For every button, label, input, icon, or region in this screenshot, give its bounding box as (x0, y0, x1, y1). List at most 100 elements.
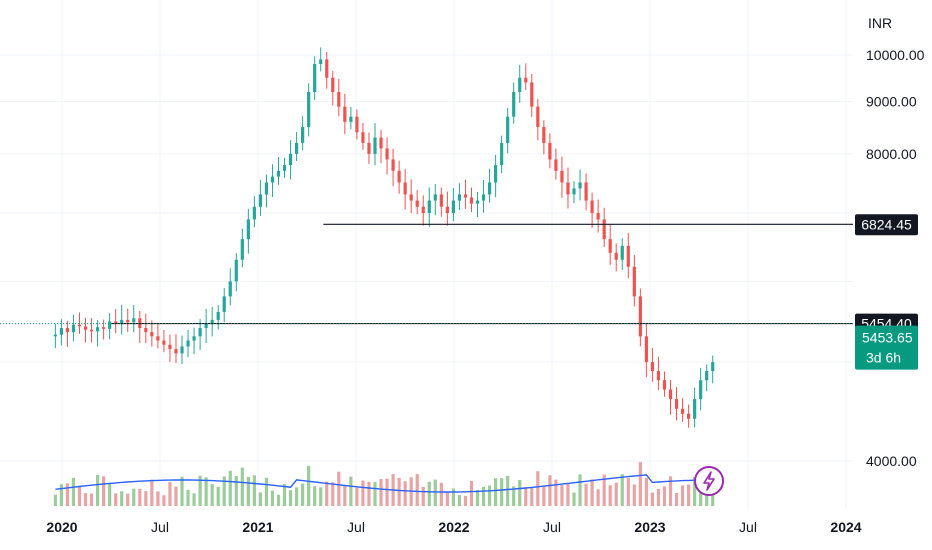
candle-body (548, 142, 552, 160)
volume-bar (674, 492, 679, 506)
volume-bar (198, 475, 202, 506)
x-tick-label: 2024 (830, 519, 861, 535)
candle-body (313, 63, 317, 92)
volume-bar (379, 479, 383, 506)
volume-bar (668, 476, 673, 506)
candlesticks (53, 47, 715, 428)
y-tick-label: 4000.00 (866, 453, 917, 469)
candle-body (711, 362, 715, 372)
volume-bar (487, 485, 492, 506)
volume-bar (276, 494, 281, 506)
candle-body (469, 197, 474, 204)
candle-body (210, 319, 214, 324)
volume-bar (638, 462, 642, 506)
volume-bar (500, 478, 504, 506)
volume-bar (373, 481, 377, 506)
x-tick-label: 2022 (438, 519, 469, 535)
candle-body (319, 59, 323, 64)
candle-body (487, 182, 492, 195)
candle-body (240, 239, 244, 260)
volume-bar (168, 482, 172, 506)
volume-bar (415, 474, 419, 506)
candle-body (463, 194, 468, 198)
candle-body (403, 182, 407, 195)
candle-body (174, 349, 178, 354)
candle-body (258, 194, 263, 207)
volume-bar (282, 483, 287, 506)
currency-label: INR (868, 15, 892, 31)
volume-bar (578, 474, 582, 506)
volume-bar (138, 488, 142, 506)
lightning-icon[interactable] (694, 466, 724, 496)
x-axis-ticks: 2020 Jul 2021 Jul 2022 Jul 2023 Jul 2024 (46, 519, 861, 535)
candle-body (530, 82, 534, 107)
volume-bar (614, 482, 618, 506)
candle-body (228, 281, 232, 297)
volume-bar (349, 476, 353, 506)
volume-bar (216, 486, 220, 506)
candle-body (650, 362, 655, 372)
candle-body (325, 59, 329, 78)
candle-body (397, 170, 401, 183)
x-tick-label: Jul (739, 519, 757, 535)
x-tick-label: Jul (543, 519, 561, 535)
candle-body (626, 245, 630, 267)
candle-body (705, 371, 709, 381)
volume-bar (680, 485, 685, 506)
candle-body (614, 252, 618, 260)
x-tick-label: Jul (151, 519, 169, 535)
volume-bar (114, 493, 118, 506)
volume-bar (150, 479, 154, 506)
volume-bar (439, 482, 443, 506)
price-tag (855, 214, 918, 236)
volume-moving-average-line (55, 474, 713, 493)
candle-body (542, 127, 546, 143)
volume-bar (301, 483, 305, 506)
volume-bar (397, 477, 401, 506)
volume-bar (65, 483, 70, 506)
candle-body (294, 142, 299, 154)
x-tick-label: 2021 (242, 519, 273, 535)
candle-body (307, 91, 311, 128)
price-tag-label: 6824.45 (861, 216, 912, 232)
candle-body (391, 159, 395, 171)
volume-bar (542, 485, 546, 506)
volume-bar (403, 481, 407, 506)
candle-body (114, 321, 118, 324)
volume-bar (463, 495, 468, 506)
volume-bar (494, 478, 498, 506)
candle-body (668, 389, 673, 400)
candle-body (373, 137, 377, 154)
volume-bar (530, 487, 534, 506)
volume-bar (120, 491, 124, 506)
volume-bar (270, 490, 275, 506)
candle-body (252, 206, 256, 220)
volume-bar (650, 492, 655, 506)
volume-bar (548, 475, 552, 506)
candle-body (572, 188, 576, 195)
candle-body (246, 219, 250, 240)
countdown-label: 3d 6h (866, 350, 901, 366)
volume-bar (524, 487, 528, 506)
horizontal-lines (0, 223, 853, 325)
candle-body (288, 153, 293, 166)
x-tick-label: 2020 (46, 519, 77, 535)
x-tick-label: 2023 (634, 519, 665, 535)
volume-bar (210, 484, 214, 506)
candle-body (192, 336, 196, 341)
candle-body (301, 127, 305, 143)
candle-body (156, 336, 160, 341)
volume-bar (596, 489, 600, 506)
candle-body (632, 266, 636, 297)
candle-body (270, 176, 275, 183)
volume-bar (180, 476, 184, 506)
volume-bar (693, 476, 697, 506)
volume-bar (481, 486, 486, 506)
candle-body (349, 116, 353, 122)
volume-bar (95, 474, 100, 506)
candle-body (337, 91, 341, 107)
candle-body (409, 194, 413, 201)
candle-body (680, 408, 685, 414)
candle-body (475, 200, 480, 204)
